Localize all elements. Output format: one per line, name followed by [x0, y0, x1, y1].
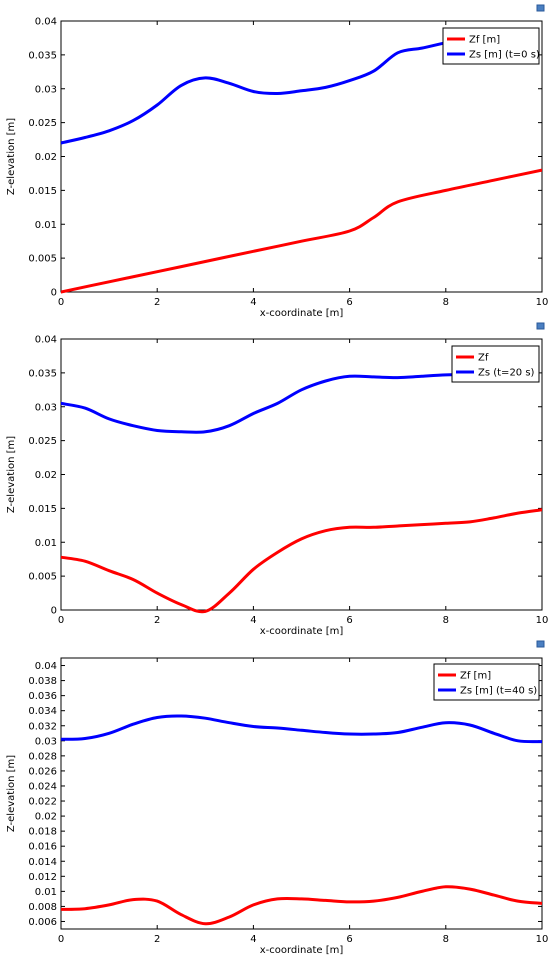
- graphics-export-icon[interactable]: [536, 640, 545, 648]
- x-tick-label: 10: [536, 615, 549, 626]
- legend: Zf [m] Zs [m] (t=40 s): [433, 663, 540, 701]
- y-tick-label: 0.028: [28, 751, 57, 762]
- y-tick-label: 0.015: [28, 186, 57, 197]
- x-tick-label: 2: [154, 297, 160, 308]
- x-tick-label: 0: [58, 615, 64, 626]
- series-line-zf: [61, 508, 542, 614]
- chart-1: 0 0.005 0.01 0.015 0.02 0.025 0.03 0.035 0.04 0 2 4…: [6, 4, 549, 319]
- x-tick-label: 6: [346, 297, 352, 308]
- series-line-zs: [61, 372, 472, 434]
- x-tick-label: 8: [443, 615, 449, 626]
- legend-box: [451, 345, 540, 383]
- plot-area: [60, 338, 543, 611]
- legend: Zf Zs (t=20 s): [451, 345, 540, 383]
- legend-label: Zs [m] (t=40 s): [460, 686, 537, 697]
- series-line-zf: [61, 168, 542, 294]
- legend-label: Zs [m] (t=0 s): [469, 50, 540, 61]
- legend-box: [442, 27, 540, 65]
- y-tick-label: 0.016: [28, 842, 57, 853]
- y-tick-label: 0.005: [28, 254, 57, 265]
- y-tick-label: 0: [51, 288, 57, 299]
- x-tick-label: 10: [536, 934, 549, 945]
- y-tick-label: 0.018: [28, 827, 57, 838]
- series-line-zf: [61, 885, 542, 926]
- y-tick-label: 0.04: [35, 661, 57, 672]
- y-tick-label: 0.008: [28, 902, 57, 913]
- legend-label: Zf [m]: [469, 35, 500, 46]
- y-tick-label: 0.03: [35, 736, 57, 747]
- chart-panel-2: 0 0.005 0.01 0.015 0.02 0.025 0.03 0.035 0.04 0 2 4…: [0, 318, 550, 638]
- x-axis-title: x-coordinate [m]: [260, 308, 344, 319]
- y-tick-label: 0.015: [28, 504, 57, 515]
- x-tick-label: 8: [443, 934, 449, 945]
- graphics-export-icon[interactable]: [536, 4, 545, 12]
- y-tick-label: 0.02: [35, 812, 57, 823]
- legend-label: Zf: [478, 353, 489, 364]
- y-tick-label: 0.036: [28, 691, 57, 702]
- y-tick-label: 0.02: [35, 470, 57, 481]
- y-tick-label: 0.025: [28, 118, 57, 129]
- y-tick-label: 0.02: [35, 152, 57, 163]
- y-tick-label: 0.01: [35, 220, 57, 231]
- y-tick-label: 0.025: [28, 436, 57, 447]
- y-tick-label: 0.012: [28, 872, 57, 883]
- plot-area: [60, 657, 543, 930]
- y-axis-title: Z-elevation [m]: [6, 755, 17, 832]
- legend-label: Zf [m]: [460, 671, 491, 682]
- chart-panel-3: 0.006 0.008 0.01 0.012 0.014 0.016 0.018 0.02 0.…: [0, 636, 550, 957]
- y-axis-title: Z-elevation [m]: [6, 118, 17, 195]
- y-tick-label: 0.038: [28, 676, 57, 687]
- y-tick-label: 0.006: [28, 917, 57, 928]
- plot-area: [60, 20, 543, 293]
- y-tick-label: 0.026: [28, 766, 57, 777]
- y-tick-label: 0.03: [35, 84, 57, 95]
- x-tick-label: 6: [346, 615, 352, 626]
- x-tick-label: 0: [58, 934, 64, 945]
- legend: Zf [m] Zs [m] (t=0 s): [442, 27, 540, 65]
- series-line-zs: [61, 714, 542, 744]
- x-tick-label: 4: [250, 934, 256, 945]
- y-tick-label: 0.005: [28, 572, 57, 583]
- chart-2: 0 0.005 0.01 0.015 0.02 0.025 0.03 0.035 0.04 0 2 4…: [6, 322, 549, 637]
- x-tick-label: 6: [346, 934, 352, 945]
- y-tick-label: 0: [51, 606, 57, 617]
- x-axis-title: x-coordinate [m]: [260, 626, 344, 637]
- x-axis-title: x-coordinate [m]: [260, 945, 344, 956]
- y-tick-label: 0.03: [35, 402, 57, 413]
- y-tick-label: 0.034: [28, 706, 57, 717]
- y-tick-label: 0.01: [35, 887, 57, 898]
- y-tick-label: 0.014: [28, 857, 57, 868]
- y-axis-title: Z-elevation [m]: [6, 436, 17, 513]
- y-tick-label: 0.01: [35, 538, 57, 549]
- x-tick-label: 0: [58, 297, 64, 308]
- series-line-zs: [61, 36, 472, 145]
- chart-3: 0.006 0.008 0.01 0.012 0.014 0.016 0.018 0.02 0.…: [6, 640, 549, 956]
- x-tick-label: 2: [154, 934, 160, 945]
- x-tick-label: 4: [250, 297, 256, 308]
- chart-panel-1: 0 0.005 0.01 0.015 0.02 0.025 0.03 0.035 0.04 0 2 4…: [0, 0, 550, 320]
- y-tick-label: 0.04: [35, 17, 57, 28]
- y-tick-label: 0.032: [28, 721, 57, 732]
- y-tick-label: 0.035: [28, 50, 57, 61]
- y-tick-label: 0.035: [28, 368, 57, 379]
- y-tick-label: 0.024: [28, 781, 57, 792]
- x-tick-label: 2: [154, 615, 160, 626]
- legend-box: [433, 663, 540, 701]
- y-tick-label: 0.04: [35, 335, 57, 346]
- x-tick-label: 8: [443, 297, 449, 308]
- x-tick-label: 10: [536, 297, 549, 308]
- y-tick-label: 0.022: [28, 797, 57, 808]
- legend-label: Zs (t=20 s): [478, 368, 535, 379]
- graphics-export-icon[interactable]: [536, 322, 545, 330]
- x-tick-label: 4: [250, 615, 256, 626]
